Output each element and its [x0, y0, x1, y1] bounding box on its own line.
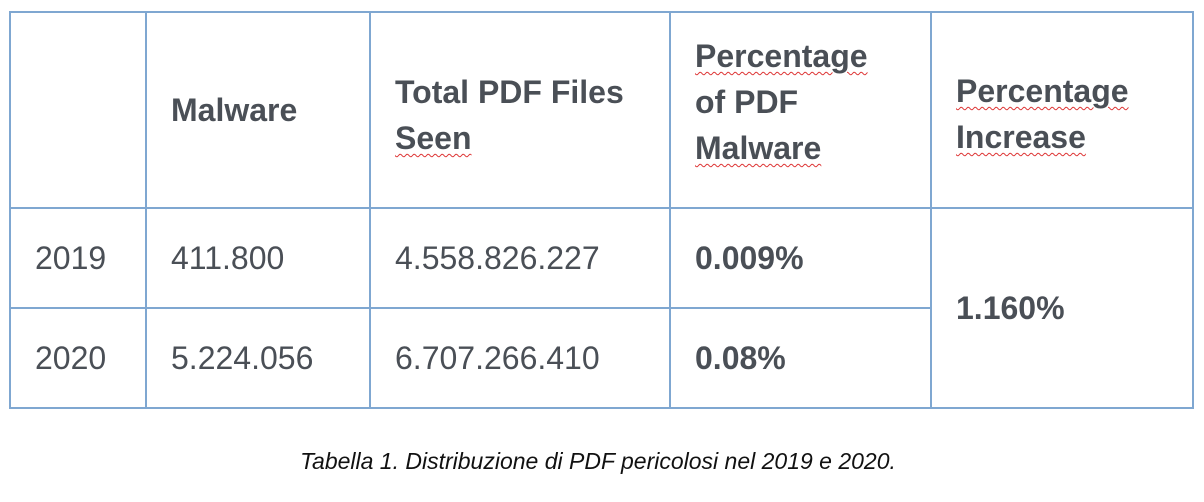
header-percentage-label: Percentage of PDF Malware [695, 33, 930, 171]
year-cell: 2020 [9, 307, 147, 409]
header-total-line1: Total PDF Files [395, 74, 624, 110]
increase-cell: 1.160% [930, 207, 1194, 409]
header-malware-cell: Malware [145, 11, 371, 209]
table-caption: Tabella 1. Distribuzione di PDF pericolo… [300, 448, 896, 474]
header-total-cell: Total PDF Files Seen [369, 11, 671, 209]
pdf-malware-table: Malware Total PDF Files Seen Percentage … [9, 11, 1194, 409]
header-total-label: Total PDF Files Seen [395, 69, 669, 161]
year-cell: 2019 [9, 207, 147, 309]
malware-cell: 411.800 [145, 207, 371, 309]
total-cell: 4.558.826.227 [369, 207, 671, 309]
header-inc-line2: Increase [956, 119, 1086, 155]
header-total-line2: Seen [395, 120, 472, 156]
header-increase-label: Percentage Increase [956, 68, 1192, 160]
malware-cell: 5.224.056 [145, 307, 371, 409]
header-increase-cell: Percentage Increase [930, 11, 1194, 209]
header-year-cell [9, 11, 147, 209]
table-row: 2019 411.800 4.558.826.227 0.009% 1.160% [9, 207, 1194, 409]
header-percentage-cell: Percentage of PDF Malware [669, 11, 932, 209]
table-row: 2020 5.224.056 6.707.266.410 0.08% [9, 307, 1193, 409]
header-pct-line1: Percentage [695, 38, 868, 74]
percentage-cell: 0.009% [669, 207, 932, 309]
header-pct-line2: of PDF [695, 84, 799, 120]
percentage-cell: 0.08% [669, 307, 932, 409]
table-header-row: Malware Total PDF Files Seen Percentage … [9, 11, 1194, 209]
header-pct-line3: Malware [695, 130, 822, 166]
header-inc-line1: Percentage [956, 73, 1129, 109]
total-cell: 6.707.266.410 [369, 307, 671, 409]
header-malware-label: Malware [171, 92, 298, 128]
